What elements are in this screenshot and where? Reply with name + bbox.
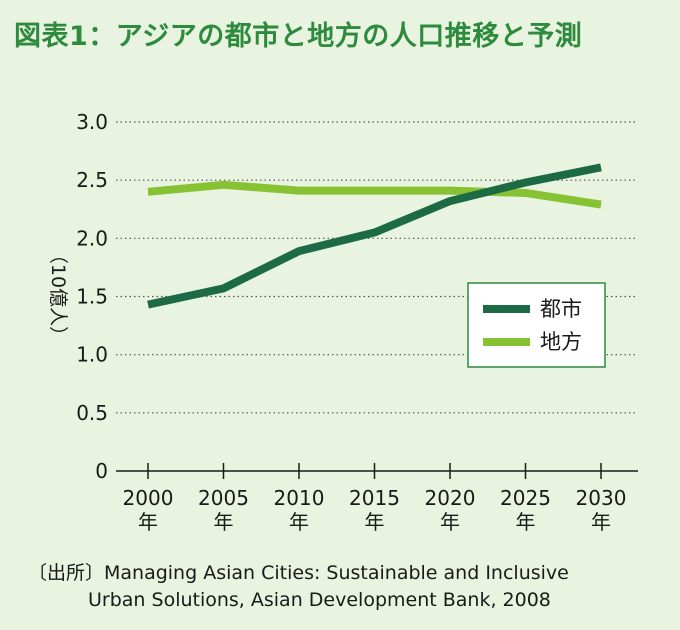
x-tick-label: 2015: [349, 486, 400, 510]
grid-lines: [116, 121, 638, 414]
x-tick-unit: 年: [289, 510, 309, 534]
x-tick-unit: 年: [591, 510, 611, 534]
y-tick-label: 2.0: [76, 226, 108, 250]
axes: [116, 463, 638, 479]
y-tick-label: 2.5: [76, 168, 108, 192]
legend-box: [467, 282, 606, 368]
legend-label-urban: 都市: [540, 297, 582, 321]
y-tick-label: 0: [95, 459, 108, 483]
y-tick-label: 1.0: [76, 343, 108, 367]
series-lines: [147, 163, 602, 309]
y-tick-label: 3.0: [76, 110, 108, 134]
source-note: 〔出所〕Managing Asian Cities: Sustainable a…: [28, 560, 569, 614]
x-tick-unit: 年: [138, 510, 158, 534]
series-line-urban: [147, 163, 602, 309]
y-axis-label: （10億人）: [47, 245, 69, 345]
x-tick-label: 2005: [198, 486, 249, 510]
y-tick-labels: 0 0.5 1.0 1.5 2.0 2.5 3.0: [76, 110, 108, 483]
source-line-2: Urban Solutions, Asian Development Bank,…: [88, 589, 551, 611]
source-line-1: 〔出所〕Managing Asian Cities: Sustainable a…: [28, 562, 569, 584]
x-tick-unit: 年: [440, 510, 460, 534]
series-line-rural: [147, 180, 602, 209]
x-tick-unit: 年: [516, 510, 536, 534]
x-tick-label: 2020: [425, 486, 476, 510]
x-tick-unit: 年: [214, 510, 234, 534]
x-tick-label: 2025: [500, 486, 551, 510]
chart-title: 図表1：アジアの都市と地方の人口推移と予測: [14, 21, 583, 52]
x-tick-label: 2030: [576, 486, 627, 510]
x-tick-label: 2000: [123, 486, 174, 510]
y-tick-label: 0.5: [76, 401, 108, 425]
y-tick-label: 1.5: [76, 285, 108, 309]
x-tick-unit: 年: [365, 510, 385, 534]
legend-label-rural: 地方: [540, 330, 582, 354]
legend: 都市 地方: [467, 282, 606, 368]
x-tick-label: 2010: [274, 486, 325, 510]
